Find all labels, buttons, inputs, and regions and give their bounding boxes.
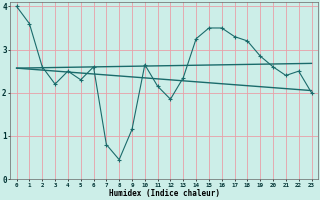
X-axis label: Humidex (Indice chaleur): Humidex (Indice chaleur): [108, 189, 220, 198]
